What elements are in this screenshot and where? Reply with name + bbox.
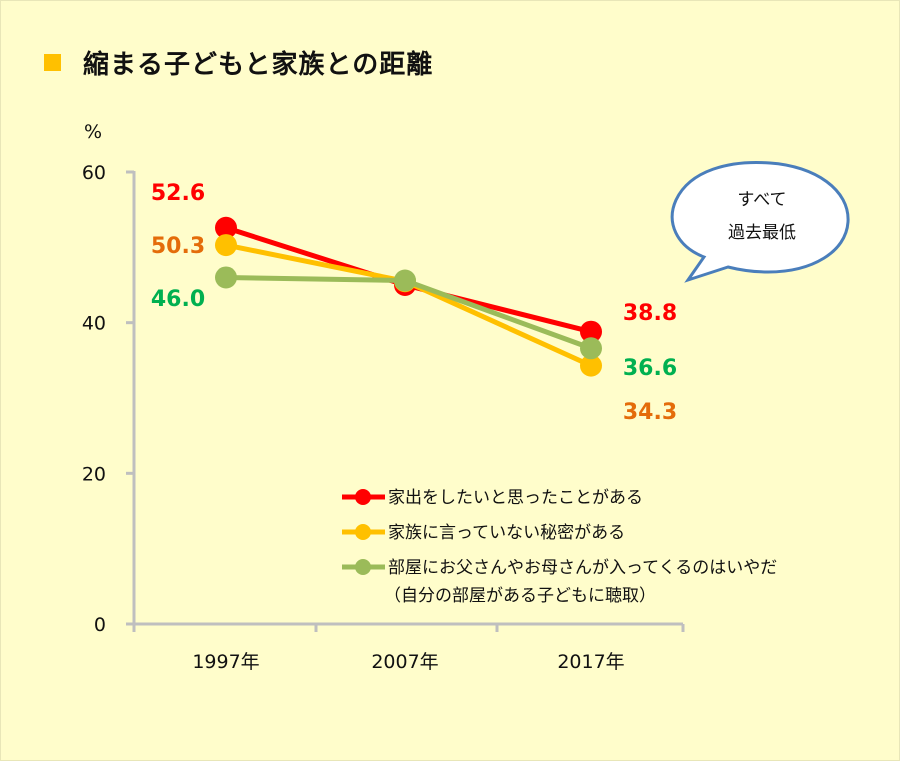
series-layer bbox=[215, 216, 602, 377]
y-tick-label: 0 bbox=[94, 614, 106, 636]
callout-line-2: 過去最低 bbox=[728, 223, 796, 243]
y-axis-unit-label: % bbox=[84, 121, 102, 143]
chart-title-row: 縮まる子どもと家族との距離 bbox=[44, 44, 433, 81]
legend-note: （自分の部屋がある子どもに聴取） bbox=[384, 586, 656, 606]
data-label: 38.8 bbox=[623, 301, 677, 326]
y-tick-label: 60 bbox=[82, 162, 106, 184]
data-point bbox=[394, 269, 416, 292]
x-tick-label: 1997年 bbox=[192, 651, 259, 673]
y-tick-label: 20 bbox=[82, 463, 106, 485]
title-square-icon bbox=[44, 54, 61, 71]
series-line bbox=[225, 242, 593, 368]
legend-label: 家出をしたいと思ったことがある bbox=[388, 488, 643, 508]
speech-bubble-shape bbox=[670, 161, 850, 283]
data-label: 46.0 bbox=[151, 287, 205, 312]
legend-swatch-marker bbox=[355, 489, 371, 505]
data-point bbox=[580, 320, 602, 343]
data-labels: 52.6 38.8 50.3 34.3 46.0 36.6 bbox=[151, 181, 677, 425]
legend-label: 部屋にお父さんやお母さんが入ってくるのはいやだ bbox=[388, 558, 777, 578]
y-tick-label: 40 bbox=[82, 313, 106, 335]
data-point bbox=[215, 216, 237, 239]
legend-label: 家族に言っていない秘密がある bbox=[388, 523, 625, 543]
legend-swatch-marker bbox=[355, 524, 371, 540]
data-label: 36.6 bbox=[623, 356, 677, 381]
callout-line-1: すべて bbox=[737, 190, 786, 210]
legend-swatch-marker bbox=[355, 559, 371, 575]
x-tick-label: 2007年 bbox=[371, 651, 438, 673]
data-point bbox=[580, 354, 602, 377]
data-point bbox=[215, 234, 237, 257]
chart-title: 縮まる子どもと家族との距離 bbox=[83, 50, 434, 80]
legend: 家出をしたいと思ったことがある家族に言っていない秘密がある部屋にお父さんやお母さ… bbox=[342, 488, 777, 606]
axes: 0 20 40 60% 1997年 2007年 2017年 bbox=[82, 121, 685, 673]
callout-bubble: すべて 過去最低 bbox=[670, 161, 850, 283]
data-point bbox=[580, 337, 602, 360]
data-point bbox=[215, 266, 237, 289]
x-tick-label: 2017年 bbox=[557, 651, 624, 673]
data-label: 50.3 bbox=[151, 234, 205, 259]
data-label: 52.6 bbox=[151, 181, 205, 206]
data-label: 34.3 bbox=[623, 400, 677, 425]
